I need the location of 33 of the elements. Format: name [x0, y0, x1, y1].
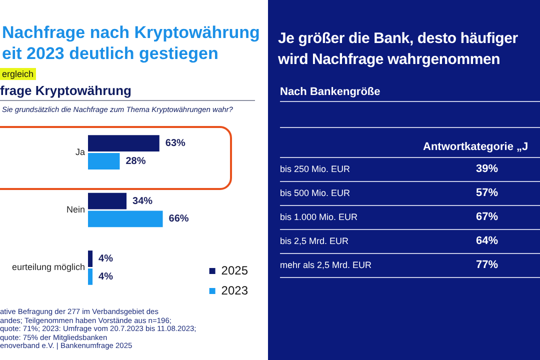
data-label: 28% [126, 156, 146, 167]
text: ergleich [0, 68, 36, 80]
y-tick-label: eurteilung möglich [12, 262, 85, 272]
bar [88, 210, 163, 228]
data-label: 4% [98, 271, 114, 282]
y-tick-label: Ja [75, 146, 85, 157]
category-label: bis 500 Mio. EUR [280, 188, 350, 198]
bar [88, 152, 120, 170]
legend-label: 2025 [221, 263, 248, 278]
data-label: 77% [476, 259, 498, 271]
bar [88, 192, 127, 210]
data-label: 39% [476, 163, 498, 175]
text: Je größer die Bank, desto häufiger wird Nachfrage wahrgenommen [278, 29, 519, 70]
data-label: 67% [476, 211, 498, 223]
bar [88, 135, 160, 152]
data-label: 63% [165, 138, 186, 150]
category-label: bis 1.000 Mio. EUR [280, 212, 358, 222]
data-label: 34% [132, 196, 153, 207]
data-label: 64% [476, 235, 498, 247]
bar [88, 250, 93, 268]
bar [88, 268, 93, 285]
data-label: 66% [168, 214, 189, 225]
category-label: bis 2,5 Mrd. EUR [280, 236, 349, 246]
text: Nach Bankengröße [280, 86, 540, 102]
category-label: mehr als 2,5 Mrd. EUR [280, 260, 372, 270]
legend-label: 2023 [221, 283, 248, 298]
data-label: 57% [476, 187, 498, 199]
chart-subtitle: frage Kryptowährung [0, 83, 255, 101]
text: Antwortkategorie „J [423, 141, 528, 153]
data-label: 4% [98, 254, 114, 265]
y-tick-label: Nein [66, 204, 85, 214]
category-label: bis 250 Mio. EUR [280, 164, 350, 174]
chart-title: Nachfrage nach Kryptowährung eit 2023 deutlich gestiegen [2, 22, 260, 64]
